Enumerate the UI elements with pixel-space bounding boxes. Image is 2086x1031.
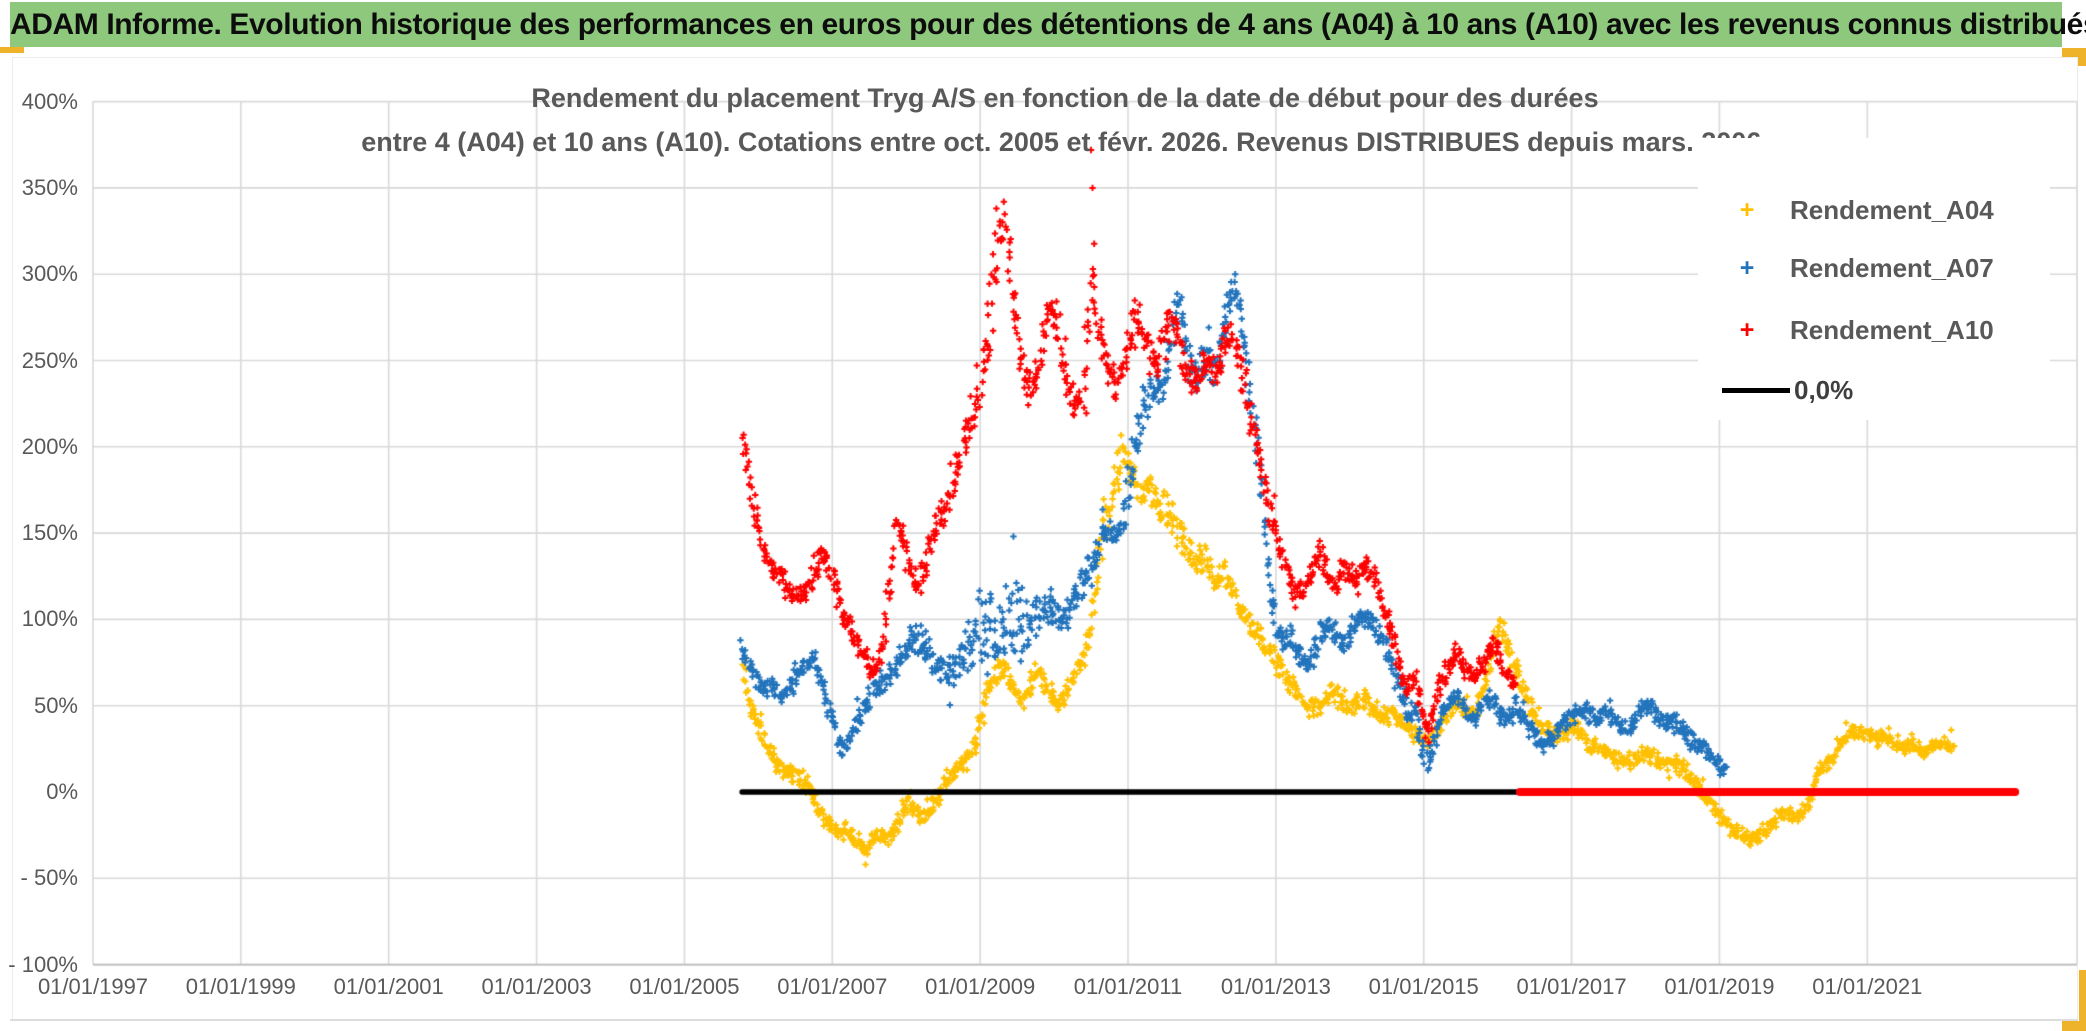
y-tick-label: 0%: [46, 779, 78, 804]
x-tick-label: 01/01/2019: [1664, 974, 1775, 999]
y-tick-label: 100%: [21, 606, 78, 632]
plus-icon: +: [1739, 196, 1755, 224]
chart-title: Rendement du placement Tryg A/S en fonct…: [300, 76, 1830, 164]
y-tick-label: 50%: [33, 692, 78, 718]
legend-item-zero-line: 0,0%: [1698, 372, 2050, 408]
plus-icon: +: [1739, 254, 1755, 282]
legend-label: Rendement_A10: [1790, 314, 1994, 345]
line-swatch-icon: [1722, 387, 1790, 393]
plus-icon: +: [1739, 316, 1755, 344]
chart-title-line1: Rendement du placement Tryg A/S en fonct…: [531, 83, 1599, 113]
chart-legend: + Rendement_A04 + Rendement_A07 + Rendem…: [1698, 138, 2050, 420]
legend-item-rendement-a04: + Rendement_A04: [1698, 192, 2050, 228]
x-tick-label: 01/01/2003: [481, 974, 592, 999]
x-tick-label: 01/01/2005: [629, 974, 740, 999]
y-tick-label: 350%: [21, 174, 78, 200]
x-tick-label: 01/01/2015: [1368, 974, 1479, 999]
x-tick-label: 01/01/2009: [925, 974, 1036, 999]
chart-title-line2: entre 4 (A04) et 10 ans (A10). Cotations…: [361, 127, 1769, 157]
x-tick-label: 01/01/2011: [1073, 974, 1183, 999]
x-tick-label: 01/01/2001: [333, 974, 444, 999]
x-tick-label: 01/01/2017: [1516, 974, 1627, 999]
x-tick-label: 01/01/2021: [1812, 974, 1923, 999]
x-tick-label: 01/01/1997: [37, 974, 149, 999]
x-tick-label: 01/01/2013: [1220, 974, 1331, 999]
legend-item-rendement-a07: + Rendement_A07: [1698, 250, 2050, 286]
x-tick-label: 01/01/2007: [777, 974, 888, 999]
legend-label: Rendement_A04: [1790, 194, 1994, 225]
y-tick-label: 400%: [21, 88, 78, 114]
y-tick-label: - 50%: [20, 865, 78, 891]
legend-label: 0,0%: [1794, 374, 1854, 405]
y-tick-label: - 100%: [8, 951, 78, 977]
y-tick-label: 150%: [21, 520, 78, 546]
x-tick-label: 01/01/1999: [185, 974, 296, 999]
y-tick-label: 250%: [21, 347, 78, 373]
y-tick-label: 300%: [21, 261, 78, 287]
legend-label: Rendement_A07: [1790, 252, 1994, 283]
slide-bottom-edge: [10, 1019, 2078, 1021]
y-tick-label: 200%: [21, 433, 78, 459]
legend-item-rendement-a10: + Rendement_A10: [1698, 312, 2050, 348]
